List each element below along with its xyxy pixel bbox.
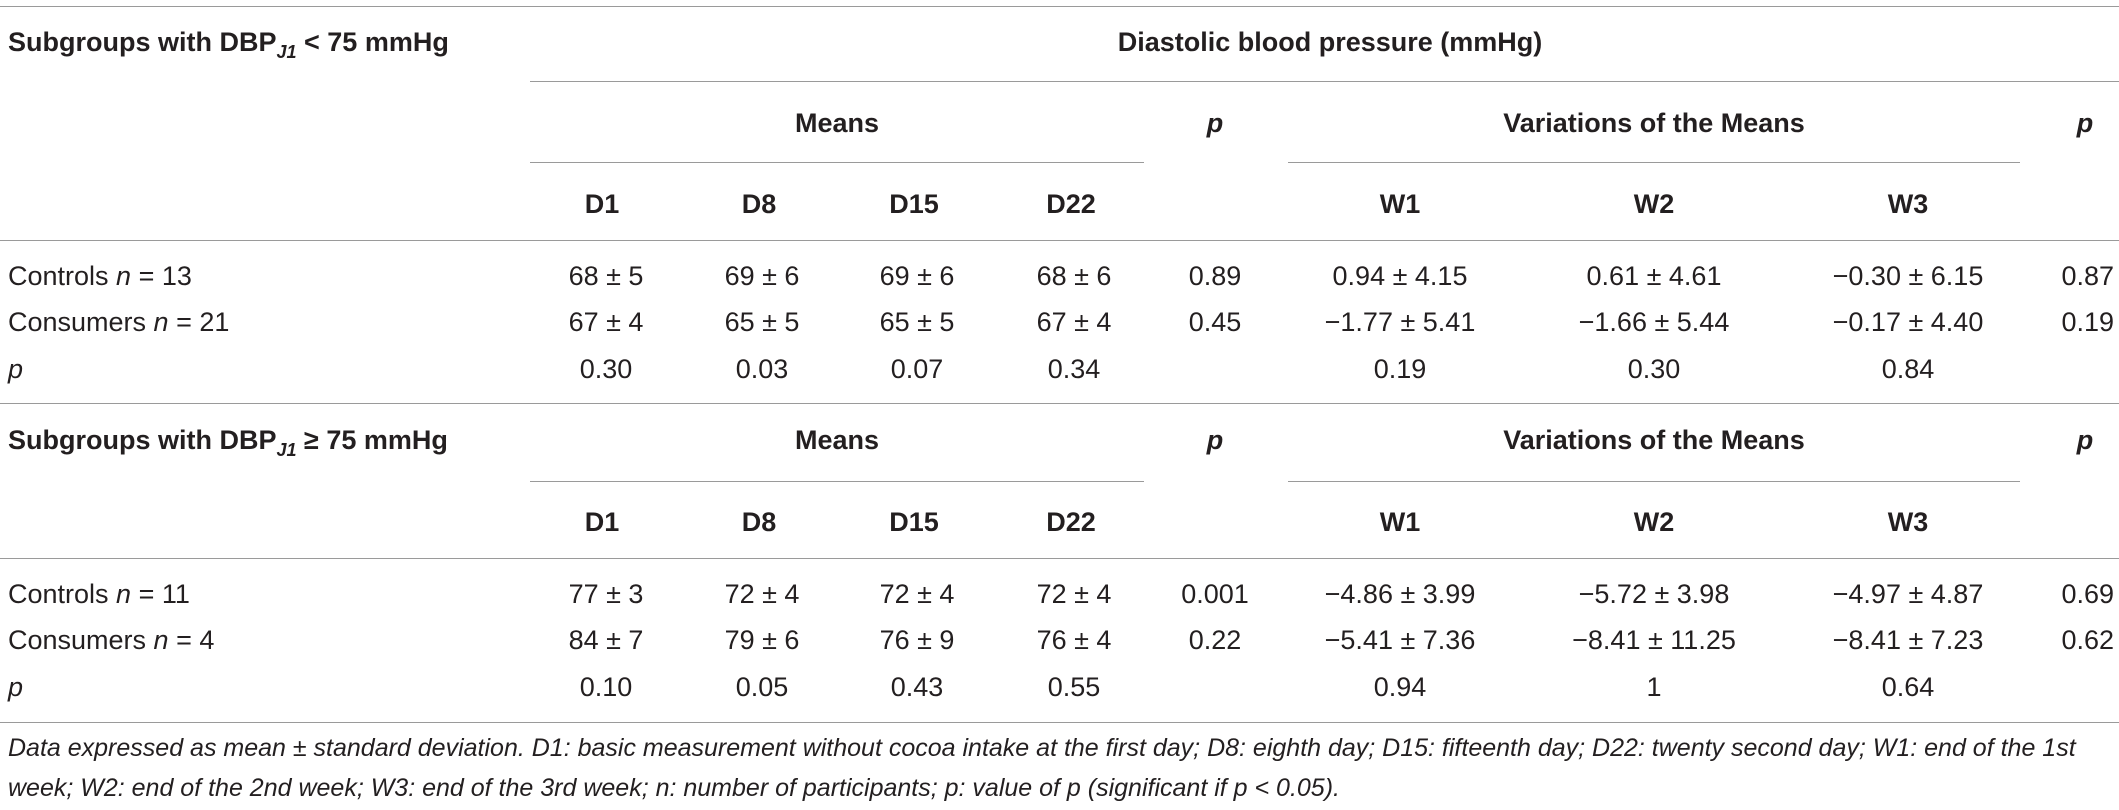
cell-w2: −5.72 ± 3.98 xyxy=(1578,579,1730,609)
row-label: p xyxy=(8,354,24,384)
col-d1-2: D1 xyxy=(584,507,620,537)
cell-d1: 68 ± 5 xyxy=(568,261,644,291)
cell-w3: −0.17 ± 4.40 xyxy=(1832,307,1984,337)
cell-w1: 0.19 xyxy=(1373,354,1427,384)
cell-d1: 77 ± 3 xyxy=(568,579,644,609)
cell-d22: 76 ± 4 xyxy=(1036,625,1112,655)
col-w3-2: W3 xyxy=(1887,507,1929,537)
cell-d8: 65 ± 5 xyxy=(724,307,800,337)
cell-w2: 1 xyxy=(1646,672,1662,702)
top-rule xyxy=(0,6,2119,7)
col-w1-2: W1 xyxy=(1379,507,1421,537)
cell-d15: 76 ± 9 xyxy=(879,625,955,655)
col-d22-1: D22 xyxy=(1046,189,1096,219)
cell-d1: 84 ± 7 xyxy=(568,625,644,655)
col-d1-1: D1 xyxy=(584,189,620,219)
p-label-2: p xyxy=(1206,425,1224,455)
cell-d15: 65 ± 5 xyxy=(879,307,955,337)
cell-p: 0.22 xyxy=(1188,625,1242,655)
cell-d22: 67 ± 4 xyxy=(1036,307,1112,337)
cell-w2: −1.66 ± 5.44 xyxy=(1578,307,1730,337)
cell-w3: 0.84 xyxy=(1881,354,1935,384)
col-d15-1: D15 xyxy=(889,189,939,219)
section-2-title-threshold: ≥ 75 mmHg xyxy=(296,425,448,455)
variations-underline-1 xyxy=(1288,162,2020,163)
cell-d15: 72 ± 4 xyxy=(879,579,955,609)
section-1-title-threshold: < 75 mmHg xyxy=(296,27,449,57)
col-w3-1: W3 xyxy=(1887,189,1929,219)
p2-label-1: p xyxy=(2076,108,2094,138)
cell-w1: 0.94 xyxy=(1373,672,1427,702)
section-2-title: Subgroups with DBPJ1 ≥ 75 mmHg xyxy=(8,424,448,460)
cell-w3: −0.30 ± 6.15 xyxy=(1832,261,1984,291)
variations-underline-2 xyxy=(1288,481,2020,482)
cell-d8: 72 ± 4 xyxy=(724,579,800,609)
cell-w3: 0.64 xyxy=(1881,672,1935,702)
p-label-1: p xyxy=(1206,108,1224,138)
section-1-title: Subgroups with DBPJ1 < 75 mmHg xyxy=(8,26,449,62)
cell-d22: 0.34 xyxy=(1047,354,1101,384)
column-header-rule-1 xyxy=(0,240,2119,241)
cell-d8: 79 ± 6 xyxy=(724,625,800,655)
cell-d22: 72 ± 4 xyxy=(1036,579,1112,609)
col-d8-2: D8 xyxy=(741,507,777,537)
means-underline-1 xyxy=(530,162,1144,163)
col-d22-2: D22 xyxy=(1046,507,1096,537)
cell-p2: 0.19 xyxy=(2061,307,2114,337)
cell-p: 0.89 xyxy=(1188,261,1242,291)
cell-d1: 67 ± 4 xyxy=(568,307,644,337)
cell-p2: 0.62 xyxy=(2061,625,2114,655)
column-header-rule-2 xyxy=(0,558,2119,559)
means-label-1: Means xyxy=(794,108,880,138)
cell-p2: 0.69 xyxy=(2061,579,2114,609)
row-label: p xyxy=(8,672,24,702)
section-1-title-subscript: J1 xyxy=(276,42,297,62)
diastolic-underline xyxy=(530,81,2119,82)
diastolic-title: Diastolic blood pressure (mmHg) xyxy=(1117,27,1543,57)
p2-label-2: p xyxy=(2076,425,2094,455)
cell-w3: −8.41 ± 7.23 xyxy=(1832,625,1984,655)
cell-p2: 0.87 xyxy=(2061,261,2114,291)
cell-d1: 0.30 xyxy=(579,354,633,384)
means-label-2: Means xyxy=(794,425,880,455)
variations-label-2: Variations of the Means xyxy=(1503,425,1805,455)
cell-w3: −4.97 ± 4.87 xyxy=(1832,579,1984,609)
col-w2-2: W2 xyxy=(1633,507,1675,537)
cell-w2: 0.61 ± 4.61 xyxy=(1586,261,1722,291)
cell-w1: 0.94 ± 4.15 xyxy=(1332,261,1468,291)
col-w1-1: W1 xyxy=(1379,189,1421,219)
row-label: Controls n = 13 xyxy=(8,261,192,291)
row-label: Consumers n = 4 xyxy=(8,625,215,655)
row-label: Controls n = 11 xyxy=(8,579,190,609)
cell-w2: −8.41 ± 11.25 xyxy=(1572,625,1736,655)
table-footnote: Data expressed as mean ± standard deviat… xyxy=(8,734,2076,802)
cell-d8: 69 ± 6 xyxy=(724,261,800,291)
cell-d15: 69 ± 6 xyxy=(879,261,955,291)
cell-w1: −4.86 ± 3.99 xyxy=(1324,579,1476,609)
cell-d22: 0.55 xyxy=(1047,672,1101,702)
row-label: Consumers n = 21 xyxy=(8,307,230,337)
section-1-title-text: Subgroups with DBP xyxy=(8,27,277,57)
cell-d8: 0.05 xyxy=(735,672,789,702)
bottom-rule xyxy=(0,722,2119,723)
col-d15-2: D15 xyxy=(889,507,939,537)
section-2-title-text: Subgroups with DBP xyxy=(8,425,277,455)
cell-w1: −1.77 ± 5.41 xyxy=(1324,307,1476,337)
means-underline-2 xyxy=(530,481,1144,482)
section-2-title-subscript: J1 xyxy=(276,440,297,460)
variations-label-1: Variations of the Means xyxy=(1503,108,1805,138)
cell-p: 0.45 xyxy=(1188,307,1242,337)
cell-w2: 0.30 xyxy=(1627,354,1681,384)
cell-d15: 0.43 xyxy=(890,672,944,702)
col-w2-1: W2 xyxy=(1633,189,1675,219)
cell-d8: 0.03 xyxy=(735,354,789,384)
col-d8-1: D8 xyxy=(741,189,777,219)
cell-p: 0.001 xyxy=(1181,579,1249,609)
cell-d1: 0.10 xyxy=(579,672,633,702)
cell-d22: 68 ± 6 xyxy=(1036,261,1112,291)
section-divider xyxy=(0,403,2119,404)
cell-d15: 0.07 xyxy=(890,354,944,384)
cell-w1: −5.41 ± 7.36 xyxy=(1324,625,1476,655)
